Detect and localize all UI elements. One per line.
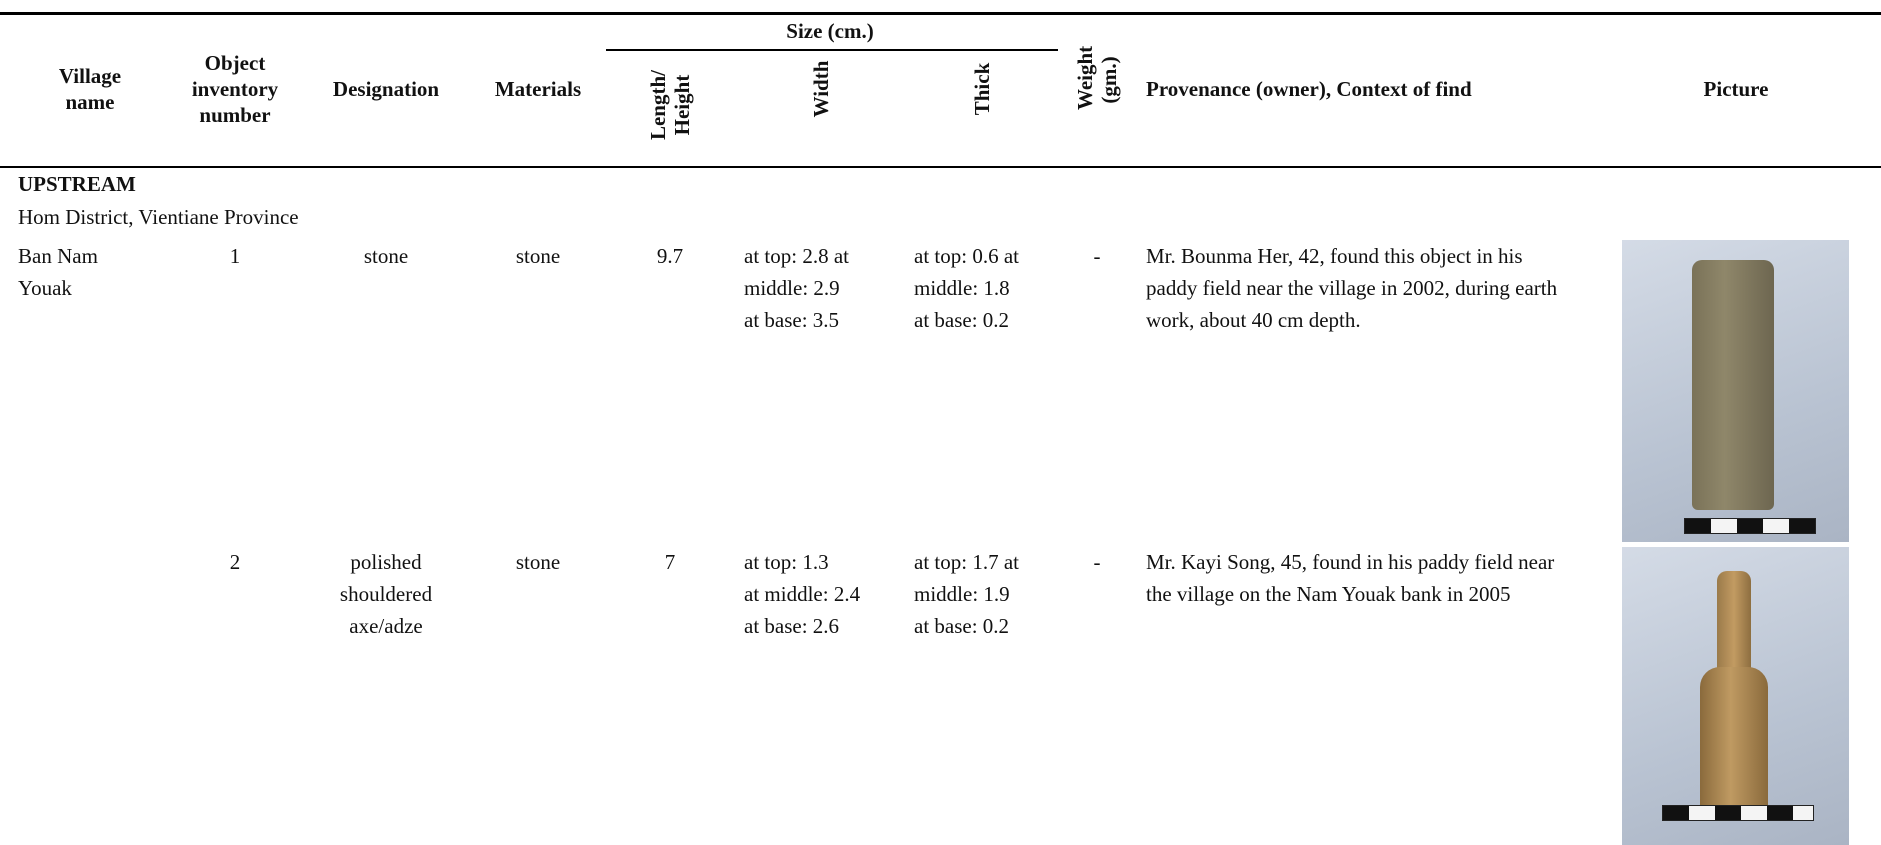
header-thick: Thick [970,62,994,116]
cell-length: 9.7 [656,244,684,268]
header-inventory: Object inventory number [191,51,279,127]
cell-designation: polished shouldered axe/adze [339,550,433,638]
header-provenance: Provenance (owner), Context of find [1146,77,1472,101]
cell-materials: stone [515,550,561,574]
header-picture: Picture [1703,77,1769,101]
header-rule [0,166,1881,168]
cell-line: at base: 2.6 [744,614,840,638]
cell-width: at top: 2.8 at middle: 2.9 at base: 3.5 [744,240,894,336]
object [1700,667,1768,817]
scale-bar [1684,518,1816,534]
cell-provenance: Mr. Bounma Her, 42, found this object in… [1146,244,1558,332]
cell-length: 7 [664,550,676,574]
top-rule [0,12,1881,15]
picture [1622,547,1849,845]
cell-weight: - [1093,550,1101,574]
cell-line: at top: 1.7 at middle: 1.9 [914,550,1019,606]
header-size: Size (cm.) [786,19,874,43]
cell-village: Ban Nam Youak [18,244,98,300]
cell-line: at middle: 2.4 [744,582,861,606]
cell-width: at top: 1.3 at middle: 2.4 at base: 2.6 [744,546,894,642]
header-weight: Weight (gm.) [1073,45,1121,110]
header-designation: Designation [332,77,440,101]
cell-line: at top: 2.8 at middle: 2.9 [744,244,849,300]
header-materials: Materials [494,77,582,101]
section-title: UPSTREAM [18,172,136,196]
cell-provenance: Mr. Kayi Song, 45, found in his paddy fi… [1146,550,1555,606]
cell-thick: at top: 0.6 at middle: 1.8 at base: 0.2 [914,240,1044,336]
cell-inventory: 1 [229,244,241,268]
subsection-title: Hom District, Vientiane Province [18,205,299,229]
cell-materials: stone [515,244,561,268]
cell-line: at base: 0.2 [914,308,1010,332]
cell-inventory: 2 [229,550,241,574]
picture [1622,240,1849,542]
object [1692,260,1774,510]
object [1717,571,1751,681]
scale-bar [1662,805,1814,821]
cell-line: at top: 0.6 at middle: 1.8 [914,244,1019,300]
cell-thick: at top: 1.7 at middle: 1.9 at base: 0.2 [914,546,1044,642]
header-village: Village name [58,64,122,114]
cell-line: at base: 3.5 [744,308,840,332]
header-length: Length/ Height [646,70,694,141]
size-rule [606,49,1058,51]
cell-weight: - [1093,244,1101,268]
cell-line: at base: 0.2 [914,614,1010,638]
cell-designation: stone [363,244,409,268]
header-width: Width [809,60,833,118]
cell-line: at top: 1.3 [744,550,829,574]
